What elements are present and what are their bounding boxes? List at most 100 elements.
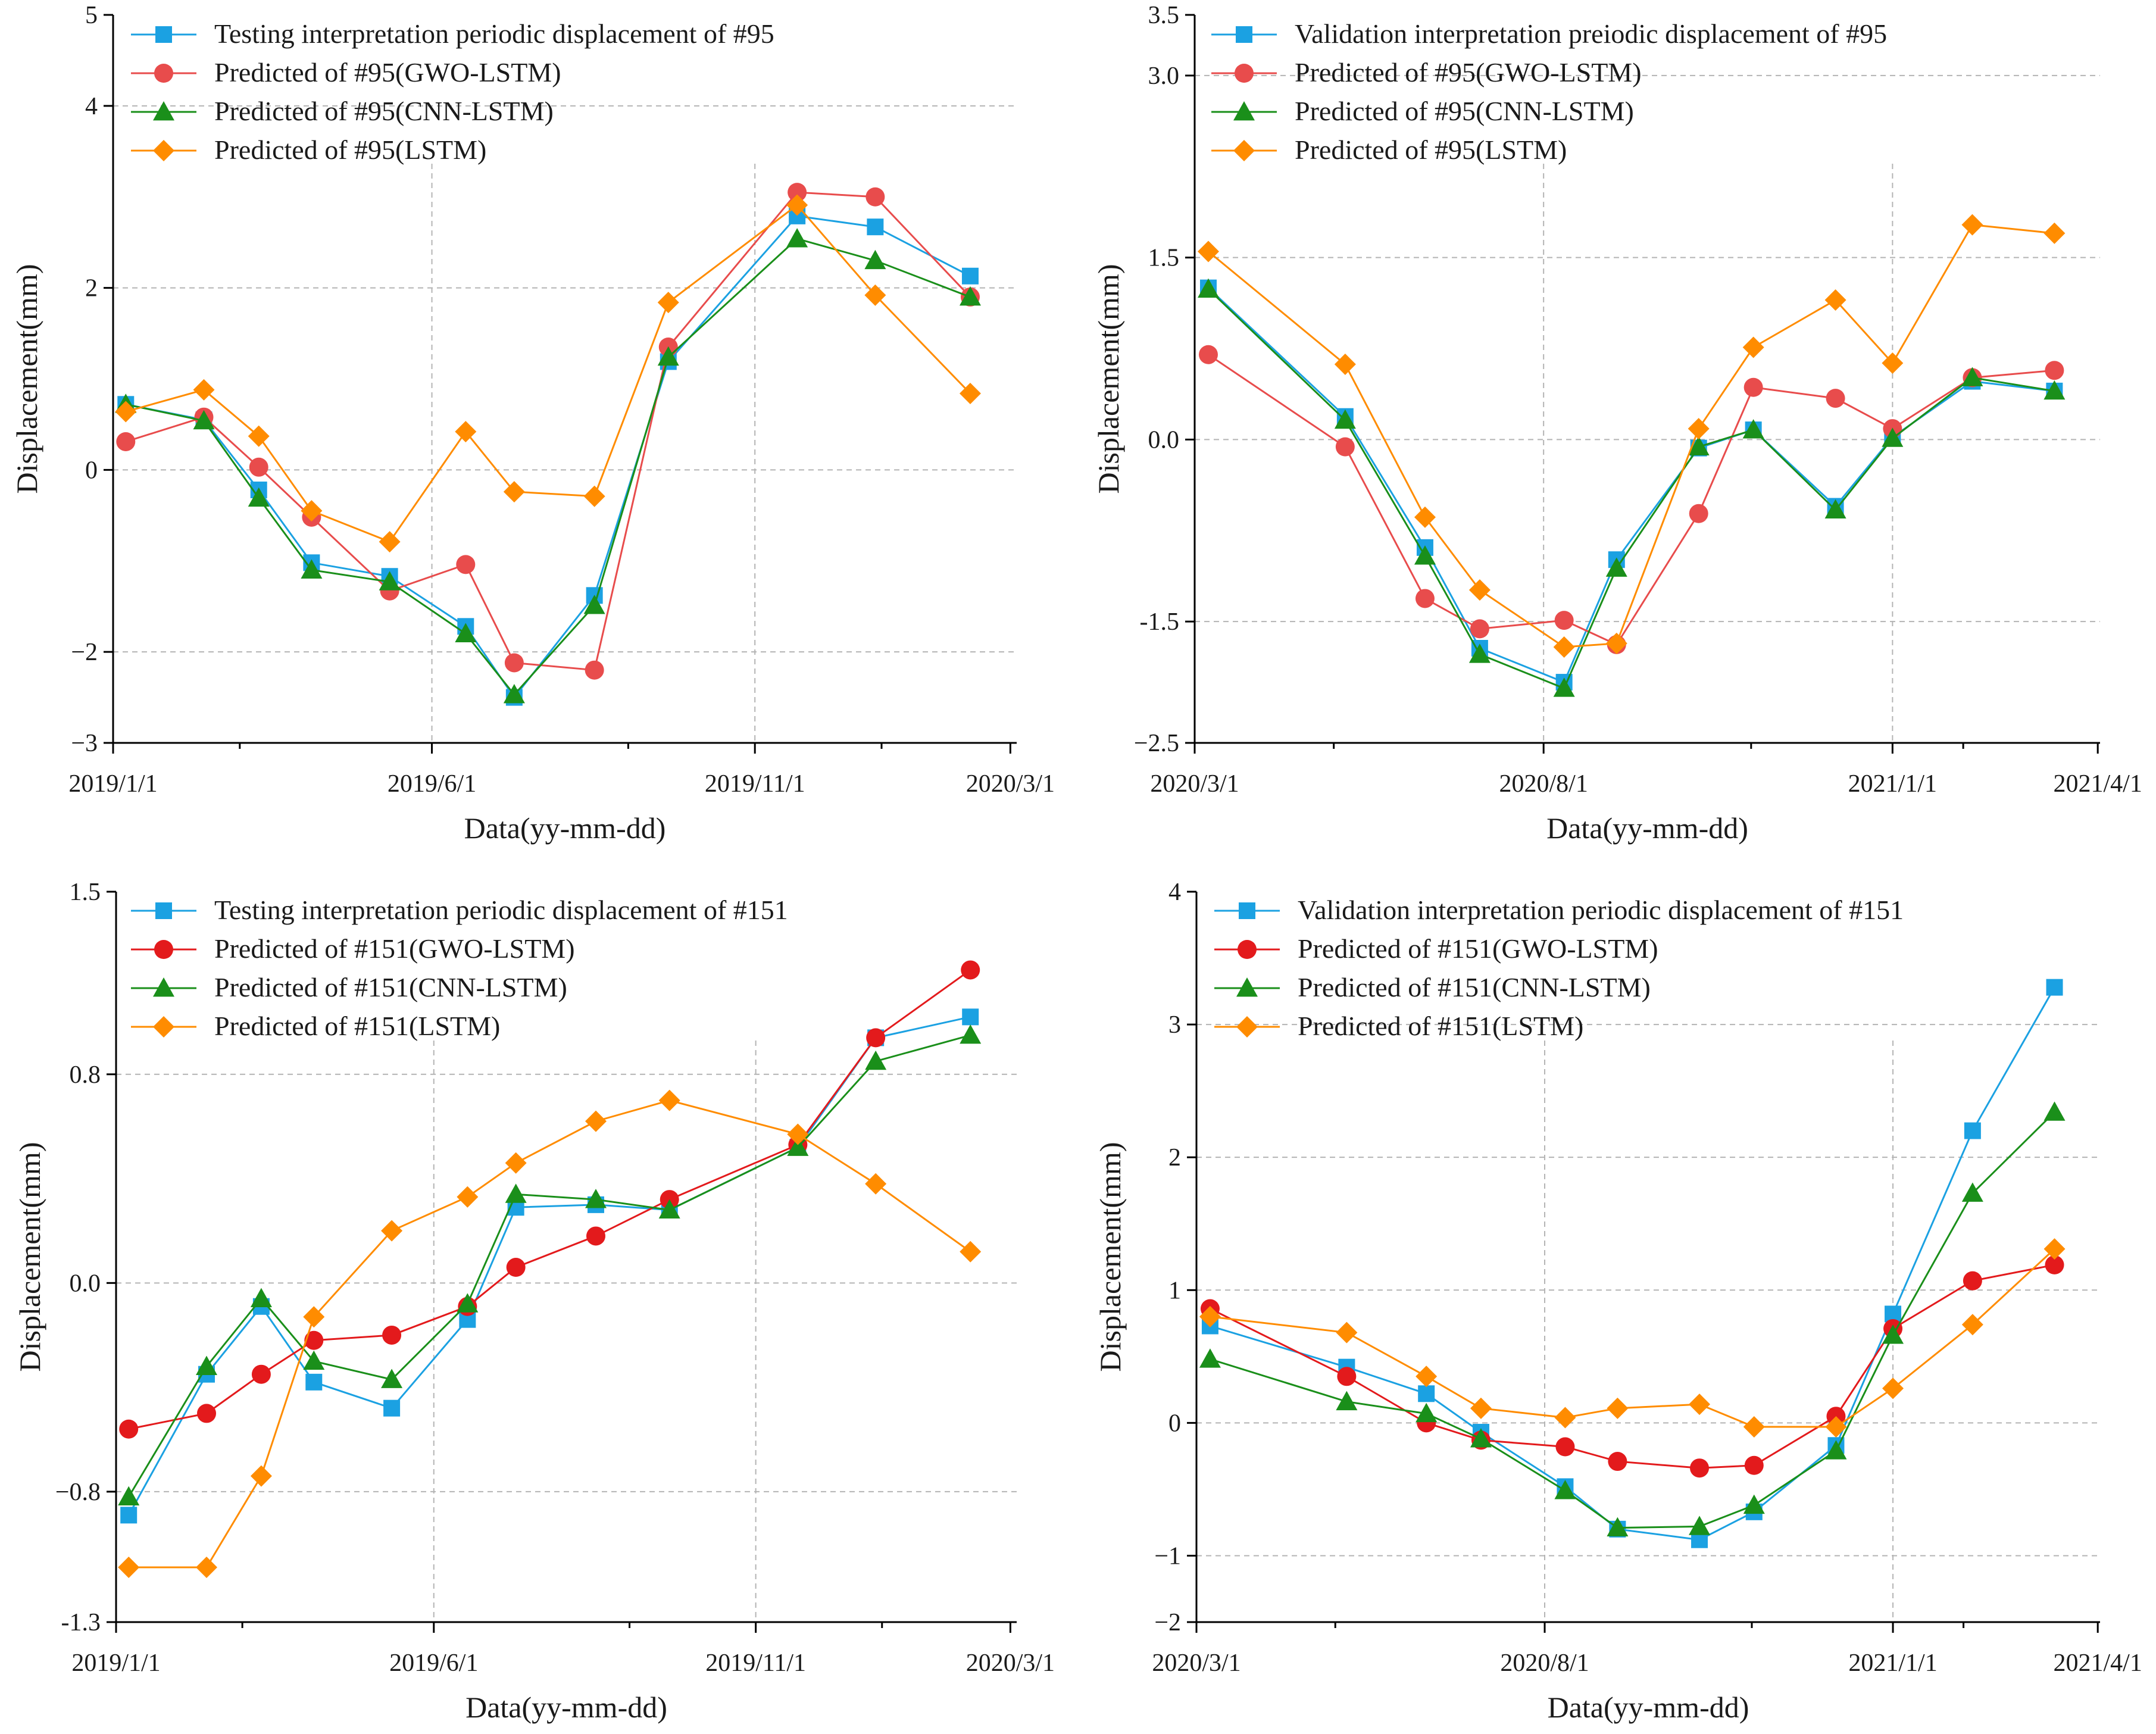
chart-panel-bottom-right: −2 −1 0 1 2 3 4 2020/3/1 2020/8/1 2021/1/1 2021/4/…	[1093, 879, 2142, 1724]
x-tick-label: 2019/6/1	[389, 1649, 478, 1677]
data-point	[657, 346, 679, 366]
y-tick-label: −0.8	[55, 1479, 101, 1506]
y-tick-label: 4	[85, 93, 98, 120]
data-point	[457, 1186, 479, 1208]
legend-marker	[153, 140, 174, 161]
data-point	[1742, 336, 1764, 358]
legend-marker	[153, 1016, 174, 1038]
data-point	[1553, 636, 1575, 658]
data-point	[1607, 1397, 1629, 1419]
data-point	[1689, 504, 1708, 523]
data-point	[961, 960, 980, 980]
y-tick-label: 3	[1168, 1011, 1181, 1039]
series-square	[120, 1008, 979, 1524]
series-triangle	[118, 1024, 982, 1506]
data-point	[1553, 677, 1575, 697]
data-point	[961, 267, 979, 285]
legend-marker	[154, 64, 173, 83]
data-point	[786, 228, 808, 248]
data-point	[249, 457, 268, 477]
data-point	[248, 425, 270, 447]
legend-label: Predicted of #151(LSTM)	[1298, 1011, 1583, 1041]
y-tick-label: −2	[71, 639, 98, 666]
legend-label: Predicted of #95(GWO-LSTM)	[214, 57, 561, 88]
y-tick-label: −2	[1154, 1609, 1181, 1636]
data-point	[1688, 436, 1710, 456]
x-tick-label: 2019/6/1	[388, 770, 476, 798]
data-point	[1470, 619, 1489, 639]
data-point	[196, 1355, 218, 1375]
data-point	[1335, 437, 1355, 457]
data-point	[1825, 1440, 1847, 1460]
data-point	[1882, 1324, 1904, 1344]
series-line	[125, 204, 971, 543]
y-tick-label: −1	[1154, 1542, 1181, 1570]
data-point	[506, 1258, 526, 1277]
data-point	[1743, 1494, 1765, 1514]
data-point	[1688, 418, 1710, 440]
data-point	[2046, 979, 2063, 996]
data-point	[193, 410, 215, 430]
data-point	[457, 1293, 479, 1313]
y-axis-title: Displacement(mm)	[13, 1142, 46, 1372]
data-point	[193, 379, 215, 401]
data-point	[115, 401, 137, 423]
x-axis-title: Data(yy-mm-dd)	[1548, 1691, 1749, 1724]
y-tick-label: 1	[1168, 1277, 1181, 1304]
data-point	[504, 653, 524, 673]
x-tick-label: 2020/8/1	[1499, 770, 1588, 798]
data-point	[962, 1008, 979, 1026]
y-axis-title: Displacement(mm)	[1092, 264, 1125, 494]
data-point	[120, 1507, 138, 1524]
legend-marker	[155, 902, 172, 919]
data-point	[865, 1050, 887, 1070]
data-point	[1199, 1348, 1221, 1368]
data-point	[787, 1136, 809, 1156]
data-point	[865, 1173, 887, 1195]
data-point	[1337, 1367, 1357, 1386]
data-point	[2045, 1255, 2064, 1274]
data-point	[658, 1199, 680, 1219]
series-line	[1210, 986, 2055, 1541]
data-point	[1414, 545, 1436, 565]
data-point	[658, 1089, 680, 1111]
x-tick-label: 2019/1/1	[68, 770, 157, 798]
series-line	[1210, 1264, 2055, 1469]
y-tick-label: 3.0	[1148, 63, 1180, 90]
data-point	[586, 1226, 605, 1246]
data-point	[248, 487, 270, 507]
legend-label: Predicted of #95(CNN-LSTM)	[214, 96, 554, 126]
y-tick-label: -1.3	[61, 1609, 101, 1636]
data-point	[503, 481, 525, 503]
y-tick-label: 0.0	[70, 1270, 101, 1297]
series-line	[1207, 288, 2055, 690]
data-point	[383, 1399, 401, 1417]
legend-label: Predicted of #95(CNN-LSTM)	[1295, 96, 1634, 126]
data-point	[301, 559, 323, 579]
y-tick-label: 2	[85, 275, 98, 302]
data-point	[456, 555, 476, 574]
data-point	[1961, 1314, 1983, 1336]
data-point	[867, 218, 884, 236]
legend-label: Validation interpretation periodic displ…	[1298, 895, 1904, 925]
legend-marker	[1235, 64, 1254, 83]
series-line	[1208, 224, 2055, 648]
series-circle	[1200, 1255, 2064, 1478]
x-tick-label: 2020/8/1	[1500, 1649, 1589, 1677]
data-point	[1608, 1452, 1627, 1471]
x-tick-label: 2019/1/1	[71, 1649, 160, 1677]
y-tick-label: 1.5	[1148, 245, 1180, 272]
series-line	[125, 191, 971, 671]
data-point	[505, 1183, 527, 1203]
data-point	[2043, 222, 2066, 244]
data-point	[1468, 643, 1491, 663]
x-tick-label: 2020/3/1	[1150, 770, 1239, 798]
legend-label: Predicted of #95(LSTM)	[214, 135, 486, 165]
series-circle	[1198, 345, 2064, 654]
legend-marker	[154, 940, 173, 959]
data-point	[585, 660, 604, 680]
data-point	[786, 194, 808, 216]
data-point	[379, 531, 401, 553]
legend-marker	[1233, 101, 1255, 121]
